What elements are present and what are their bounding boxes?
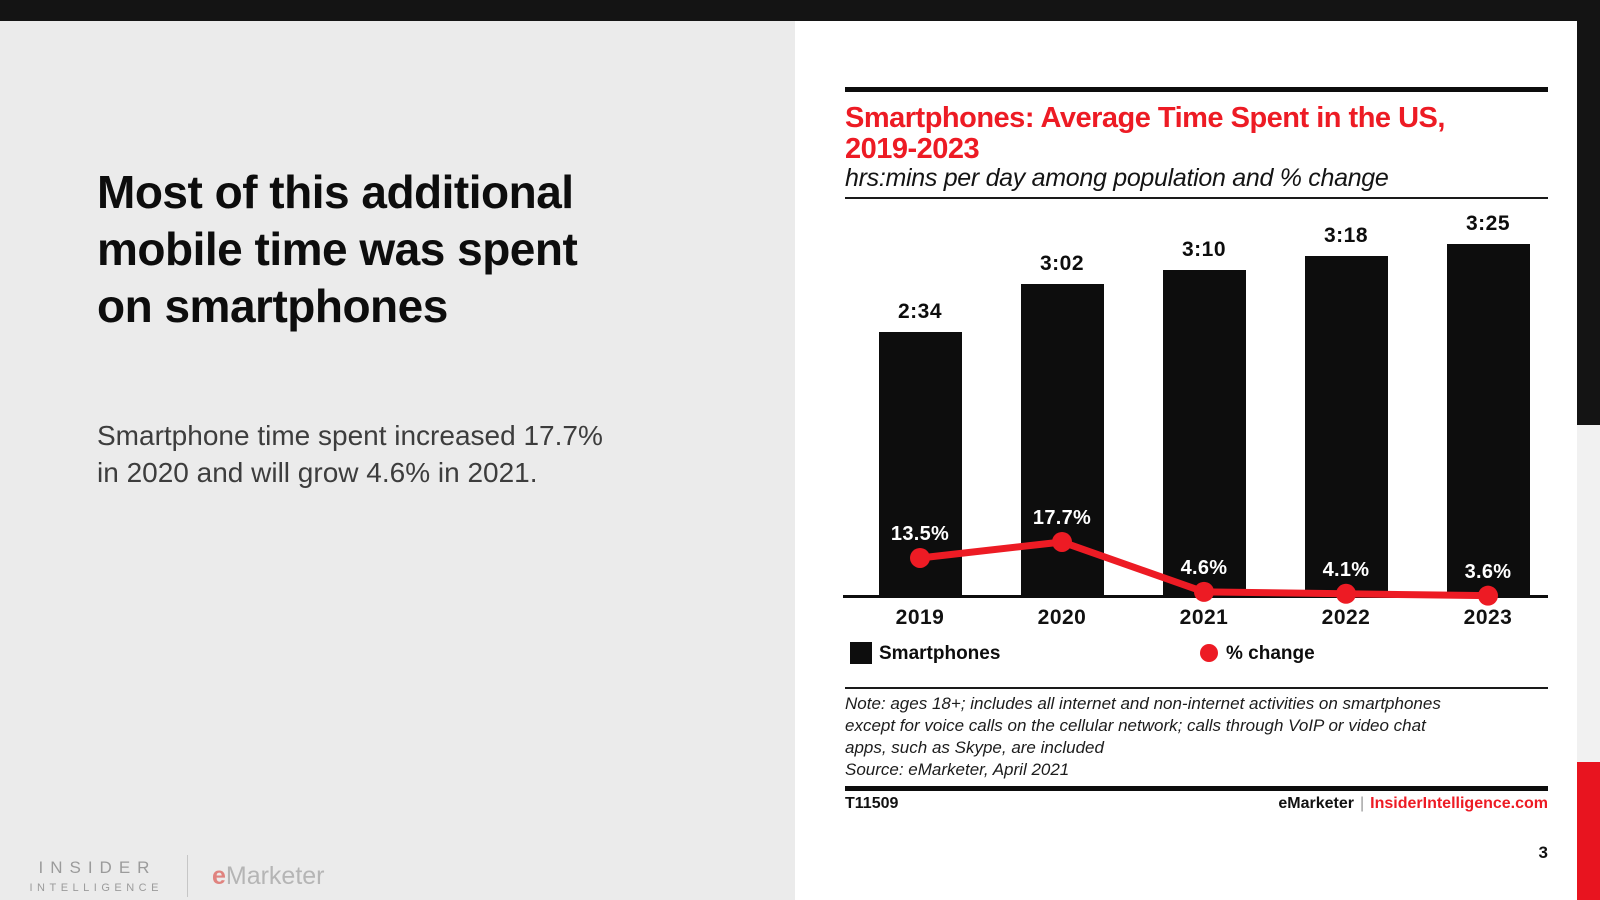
slide-heading: Most of this additional mobile time was …	[97, 166, 578, 332]
chart-subtitle: hrs:mins per day among population and % …	[845, 164, 1389, 192]
emarketer-logo: eMarketer	[212, 862, 325, 891]
rule-under-subtitle	[845, 197, 1548, 199]
insider-intelligence-logo: INSIDER INTELLIGENCE	[25, 858, 163, 894]
accent-black	[1577, 21, 1600, 425]
footer-site-link[interactable]: InsiderIntelligence.com	[1370, 795, 1548, 812]
bar-2022	[1304, 256, 1388, 597]
bar-2021	[1162, 270, 1246, 597]
pct-change-label: 3.6%	[1464, 560, 1512, 583]
bar-2019	[878, 332, 962, 597]
pct-change-label: 4.1%	[1322, 558, 1370, 581]
brand-footer: INSIDER INTELLIGENCE eMarketer	[25, 855, 325, 897]
footer-brand-links: eMarketer | InsiderIntelligence.com	[1278, 795, 1548, 813]
chart-note: Note: ages 18+; includes all internet an…	[845, 694, 1441, 779]
accent-red	[1577, 762, 1600, 900]
chart-footer: T11509 eMarketer | InsiderIntelligence.com	[845, 795, 1548, 813]
pct-change-label: 4.6%	[1180, 556, 1228, 579]
footer-divider: |	[1360, 795, 1365, 812]
x-axis-label: 2022	[1321, 606, 1371, 629]
insider-wordmark: INSIDER	[38, 858, 157, 877]
intelligence-wordmark: INTELLIGENCE	[29, 882, 163, 894]
right-edge-accent	[1577, 21, 1600, 900]
accent-gray	[1577, 425, 1600, 762]
top-accent-bar	[0, 0, 1600, 21]
x-axis-label: 2019	[895, 606, 945, 629]
bar-value-label: 3:02	[1039, 252, 1085, 275]
rule-top	[845, 87, 1548, 92]
brand-divider	[186, 855, 188, 897]
bar-2020	[1020, 284, 1104, 597]
bar-value-label: 2:34	[897, 300, 943, 323]
bar-2023	[1446, 244, 1530, 597]
pct-change-label: 17.7%	[1032, 506, 1092, 529]
emarketer-logo-e: e	[211, 861, 226, 890]
pct-change-label: 13.5%	[890, 522, 950, 545]
chart-id: T11509	[845, 795, 899, 812]
bar-value-label: 3:10	[1181, 238, 1227, 261]
x-axis-label: 2023	[1463, 606, 1513, 629]
bar-value-label: 3:25	[1465, 212, 1511, 235]
footer-emarketer: eMarketer	[1278, 795, 1355, 812]
left-panel: Most of this additional mobile time was …	[0, 21, 795, 900]
rule-above-footer	[845, 786, 1548, 791]
emarketer-logo-rest: Marketer	[225, 861, 325, 890]
x-axis-label: 2020	[1037, 606, 1087, 629]
x-axis-label: 2021	[1179, 606, 1229, 629]
rule-above-note	[845, 687, 1548, 689]
chart-card: Smartphones: Average Time Spent in the U…	[795, 21, 1577, 900]
bar-value-label: 3:18	[1323, 224, 1369, 247]
slide-body-text: Smartphone time spent increased 17.7% in…	[97, 420, 603, 488]
page-number: 3	[1538, 843, 1548, 862]
chart-title: Smartphones: Average Time Spent in the U…	[845, 102, 1445, 165]
